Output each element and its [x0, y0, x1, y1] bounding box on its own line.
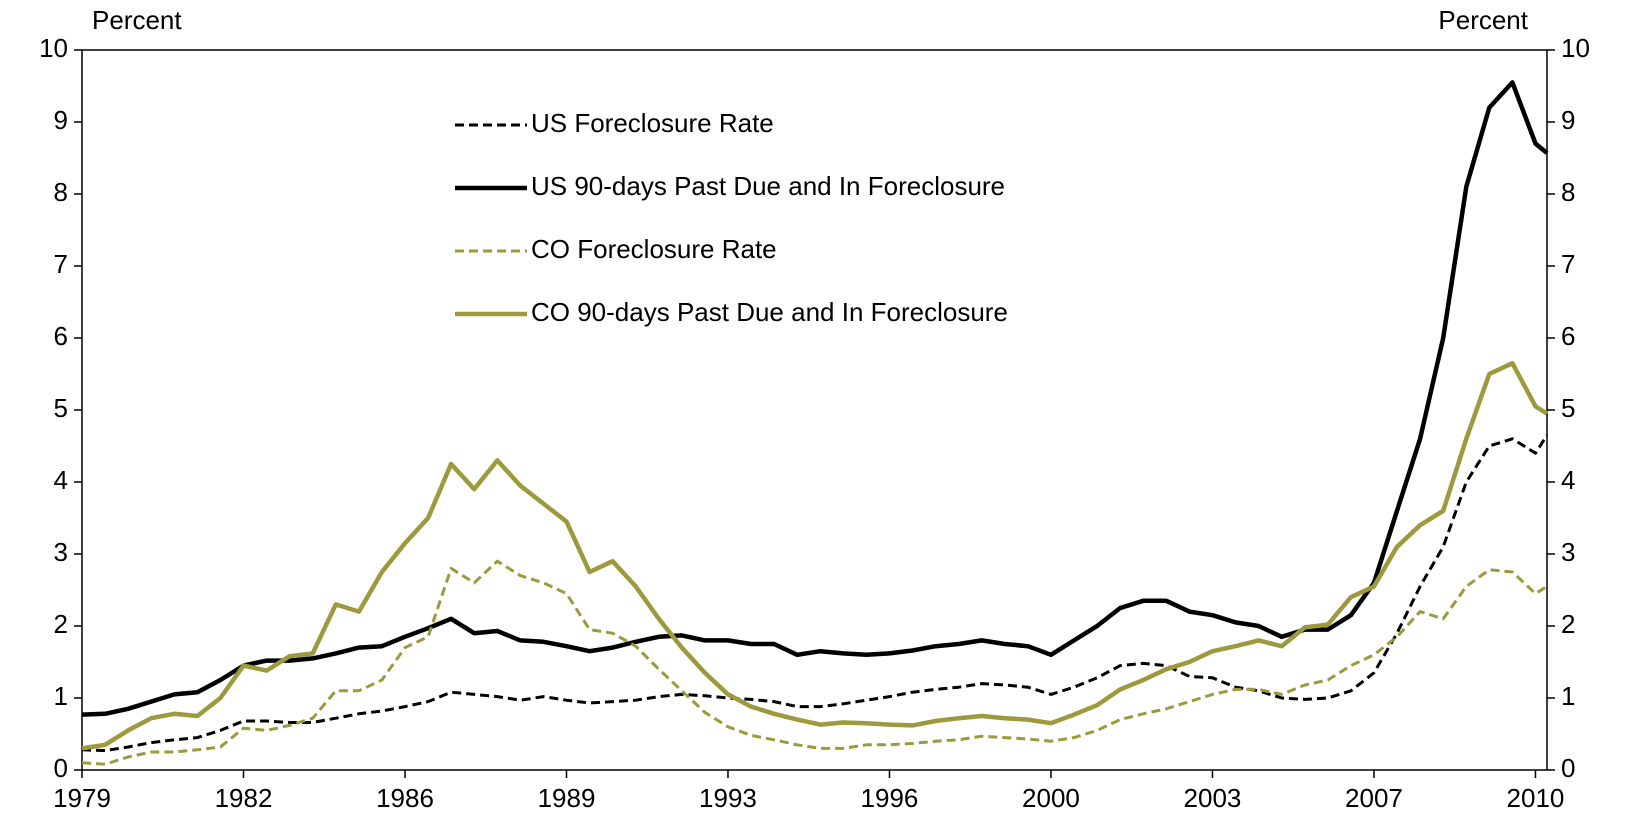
series-line: [81, 80, 1549, 717]
y-tick-label: 2: [54, 609, 68, 639]
y2-axis-label: Percent: [1438, 5, 1528, 35]
legend-label: CO 90-days Past Due and In Foreclosure: [531, 297, 1008, 327]
y2-tick-label: 4: [1561, 465, 1575, 495]
y-tick-label: 1: [54, 681, 68, 711]
y2-tick-label: 3: [1561, 537, 1575, 567]
x-tick-label: 2000: [1022, 783, 1080, 813]
y2-tick-label: 10: [1561, 33, 1590, 63]
y-tick-label: 7: [54, 249, 68, 279]
y2-tick-label: 7: [1561, 249, 1575, 279]
x-tick-label: 1996: [861, 783, 919, 813]
x-tick-label: 1993: [699, 783, 757, 813]
legend-label: CO Foreclosure Rate: [531, 234, 777, 264]
series-line: [81, 559, 1548, 766]
y-tick-label: 0: [54, 753, 68, 783]
series-line: [81, 360, 1549, 751]
y2-tick-label: 0: [1561, 753, 1575, 783]
y-tick-label: 10: [39, 33, 68, 63]
y2-tick-label: 8: [1561, 177, 1575, 207]
x-tick-label: 1979: [53, 783, 111, 813]
y2-tick-label: 6: [1561, 321, 1575, 351]
plot-frame: [81, 49, 1548, 771]
x-tick-label: 2003: [1184, 783, 1242, 813]
y-tick-label: 4: [54, 465, 68, 495]
y-tick-label: 5: [54, 393, 68, 423]
x-tick-label: 1986: [376, 783, 434, 813]
y2-tick-label: 1: [1561, 681, 1575, 711]
legend-label: US 90-days Past Due and In Foreclosure: [531, 171, 1005, 201]
y2-tick-label: 2: [1561, 609, 1575, 639]
y-tick-label: 6: [54, 321, 68, 351]
y-axis-label: Percent: [92, 5, 182, 35]
x-tick-label: 1989: [538, 783, 596, 813]
series-line: [81, 434, 1549, 753]
legend-label: US Foreclosure Rate: [531, 108, 774, 138]
y2-tick-label: 9: [1561, 105, 1575, 135]
x-tick-label: 2007: [1345, 783, 1403, 813]
x-tick-label: 1982: [215, 783, 273, 813]
y-tick-label: 3: [54, 537, 68, 567]
y2-tick-label: 5: [1561, 393, 1575, 423]
y-tick-label: 8: [54, 177, 68, 207]
y-tick-label: 9: [54, 105, 68, 135]
x-tick-label: 2010: [1507, 783, 1565, 813]
